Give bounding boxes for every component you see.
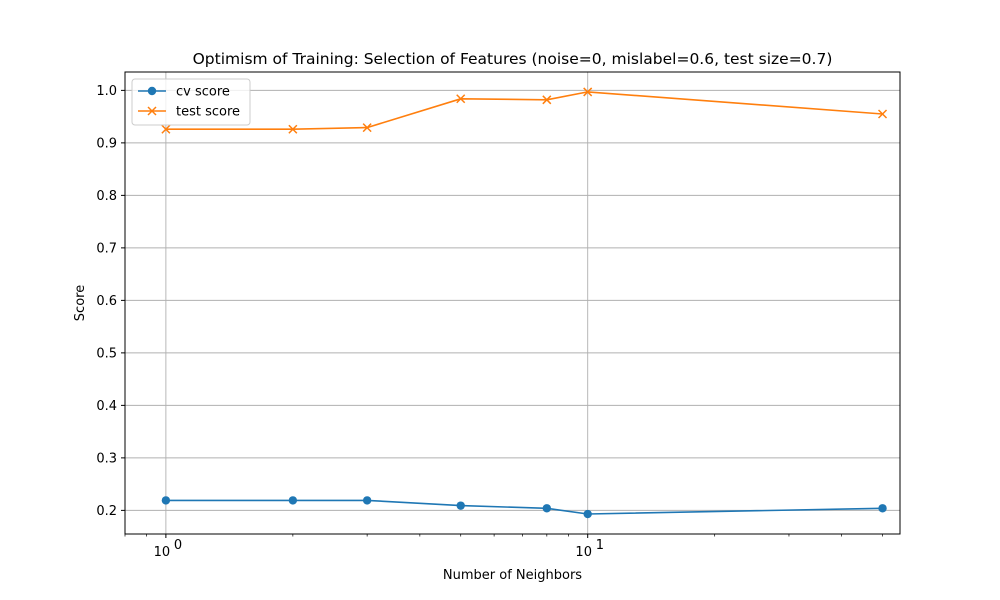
series-layer xyxy=(161,87,888,519)
data-point xyxy=(456,94,466,104)
data-point xyxy=(542,504,552,513)
y-tick-label: 0.4 xyxy=(96,399,117,414)
data-point xyxy=(583,509,592,519)
x-tick-label-exponent: 0 xyxy=(174,538,182,553)
plot-frame xyxy=(124,71,901,535)
x-tick-label: 10 xyxy=(154,545,171,560)
y-tick-label: 0.7 xyxy=(96,241,117,256)
legend-marker xyxy=(147,86,157,96)
data-point xyxy=(542,95,552,105)
data-point xyxy=(288,496,298,505)
legend-entry: cv score xyxy=(138,85,230,100)
legend-label: test score xyxy=(176,105,240,120)
data-point xyxy=(161,496,171,505)
data-point xyxy=(161,124,171,134)
x-tick-label-exponent: 1 xyxy=(596,538,604,553)
data-point xyxy=(878,504,887,513)
chart-title: Optimism of Training: Selection of Featu… xyxy=(193,50,833,68)
y-tick-label: 0.3 xyxy=(96,451,117,466)
data-point xyxy=(362,123,372,133)
legend-marker xyxy=(147,106,157,116)
y-tick-label: 1.0 xyxy=(96,84,117,99)
legend-label: cv score xyxy=(176,85,230,100)
y-tick-label: 0.2 xyxy=(96,504,117,519)
y-axis-label: Score xyxy=(73,285,88,321)
y-tick-label: 0.5 xyxy=(96,346,117,361)
x-axis-label: Number of Neighbors xyxy=(443,568,582,583)
x-tick-label: 10 xyxy=(575,545,592,560)
y-tick-label: 0.9 xyxy=(96,136,117,151)
grid xyxy=(125,72,900,534)
axis-ticks: 0.20.30.40.50.60.70.80.91.010 0 10 1 xyxy=(96,84,883,560)
legend: cv score test score xyxy=(131,78,251,126)
data-point xyxy=(362,496,372,505)
data-point xyxy=(583,87,593,97)
y-tick-label: 0.6 xyxy=(96,294,117,309)
data-point xyxy=(878,109,888,119)
data-point xyxy=(456,501,465,510)
legend-entry: test score xyxy=(138,105,240,120)
y-tick-label: 0.8 xyxy=(96,189,117,204)
data-point xyxy=(288,124,298,134)
